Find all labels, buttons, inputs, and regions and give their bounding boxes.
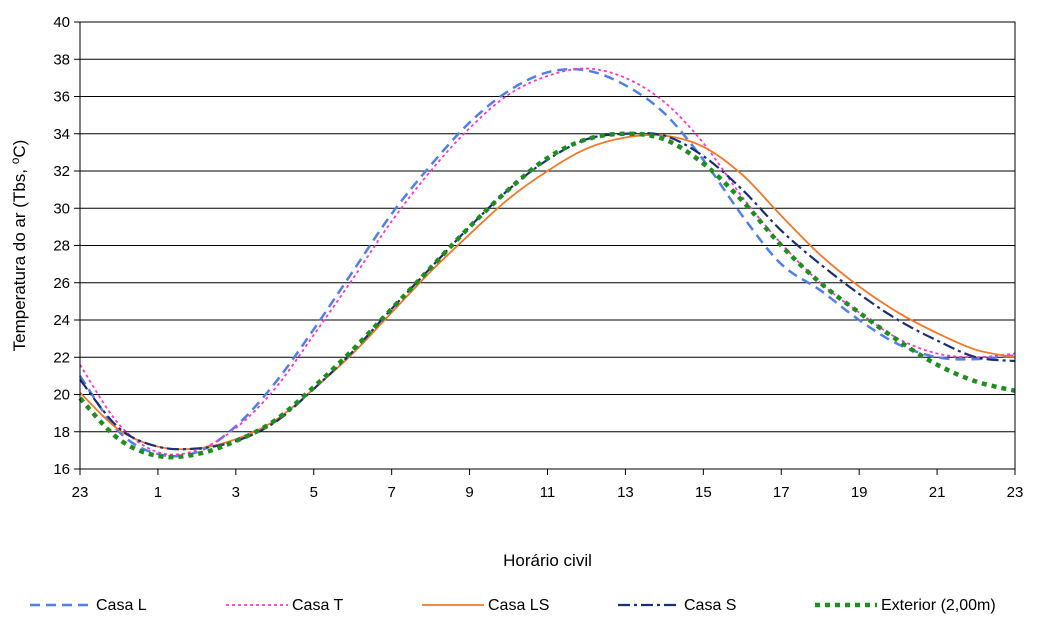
y-tick-label: 32 (53, 163, 70, 180)
y-tick-label: 26 (53, 275, 70, 292)
y-tick-label: 36 (53, 89, 70, 106)
gridlines (80, 21, 1015, 470)
y-tick-label: 16 (53, 461, 70, 478)
y-tick-label: 18 (53, 424, 70, 441)
x-tick-label: 5 (310, 484, 318, 501)
x-tick-label: 1 (154, 484, 162, 501)
x-tick-label: 17 (773, 484, 790, 501)
series-line-1 (79, 67, 1016, 456)
series-line-2 (79, 134, 1016, 451)
y-tick-label: 28 (53, 238, 70, 255)
y-tick-label: 22 (53, 349, 70, 366)
x-tick-label: 23 (1007, 484, 1024, 501)
legend-label-4: Exterior (2,00m) (881, 597, 996, 614)
x-tick-label: 23 (72, 484, 89, 501)
series-line-3 (79, 131, 1016, 451)
legend: Casa L Casa T Casa LS Casa S Exterior (2,00m… (30, 597, 996, 614)
x-tick-label: 9 (465, 484, 473, 501)
y-tick-label: 40 (53, 14, 70, 31)
y-axis-title: Temperatura do ar (Tbs, oC) (8, 140, 29, 352)
y-tick-label: 24 (53, 312, 70, 329)
x-tick-label: 15 (695, 484, 712, 501)
legend-label-2: Casa LS (488, 597, 549, 614)
x-tick-label: 11 (540, 484, 556, 501)
x-tick-label: 7 (387, 484, 395, 501)
y-axis-title-main: Temperatura do ar (Tbs, (10, 164, 29, 351)
x-tick-label: 13 (617, 484, 634, 501)
y-tick-label: 20 (53, 387, 70, 404)
y-tick-label: 30 (53, 200, 70, 217)
x-axis-title: Horário civil (503, 551, 592, 570)
y-axis-title-superscript: o (8, 157, 22, 164)
series-line-0 (78, 67, 1016, 458)
x-tick-label: 19 (851, 484, 868, 501)
y-tick-label: 38 (53, 51, 70, 68)
legend-label-3: Casa S (684, 597, 736, 614)
x-tick-label: 21 (929, 484, 946, 501)
legend-label-0: Casa L (96, 597, 147, 614)
y-axis-title-end: C) (10, 140, 29, 158)
series-lines (78, 67, 1016, 460)
series-line-4 (78, 131, 1016, 460)
legend-label-1: Casa T (292, 597, 344, 614)
y-tick-label: 34 (53, 126, 70, 143)
x-tick-label: 3 (232, 484, 240, 501)
